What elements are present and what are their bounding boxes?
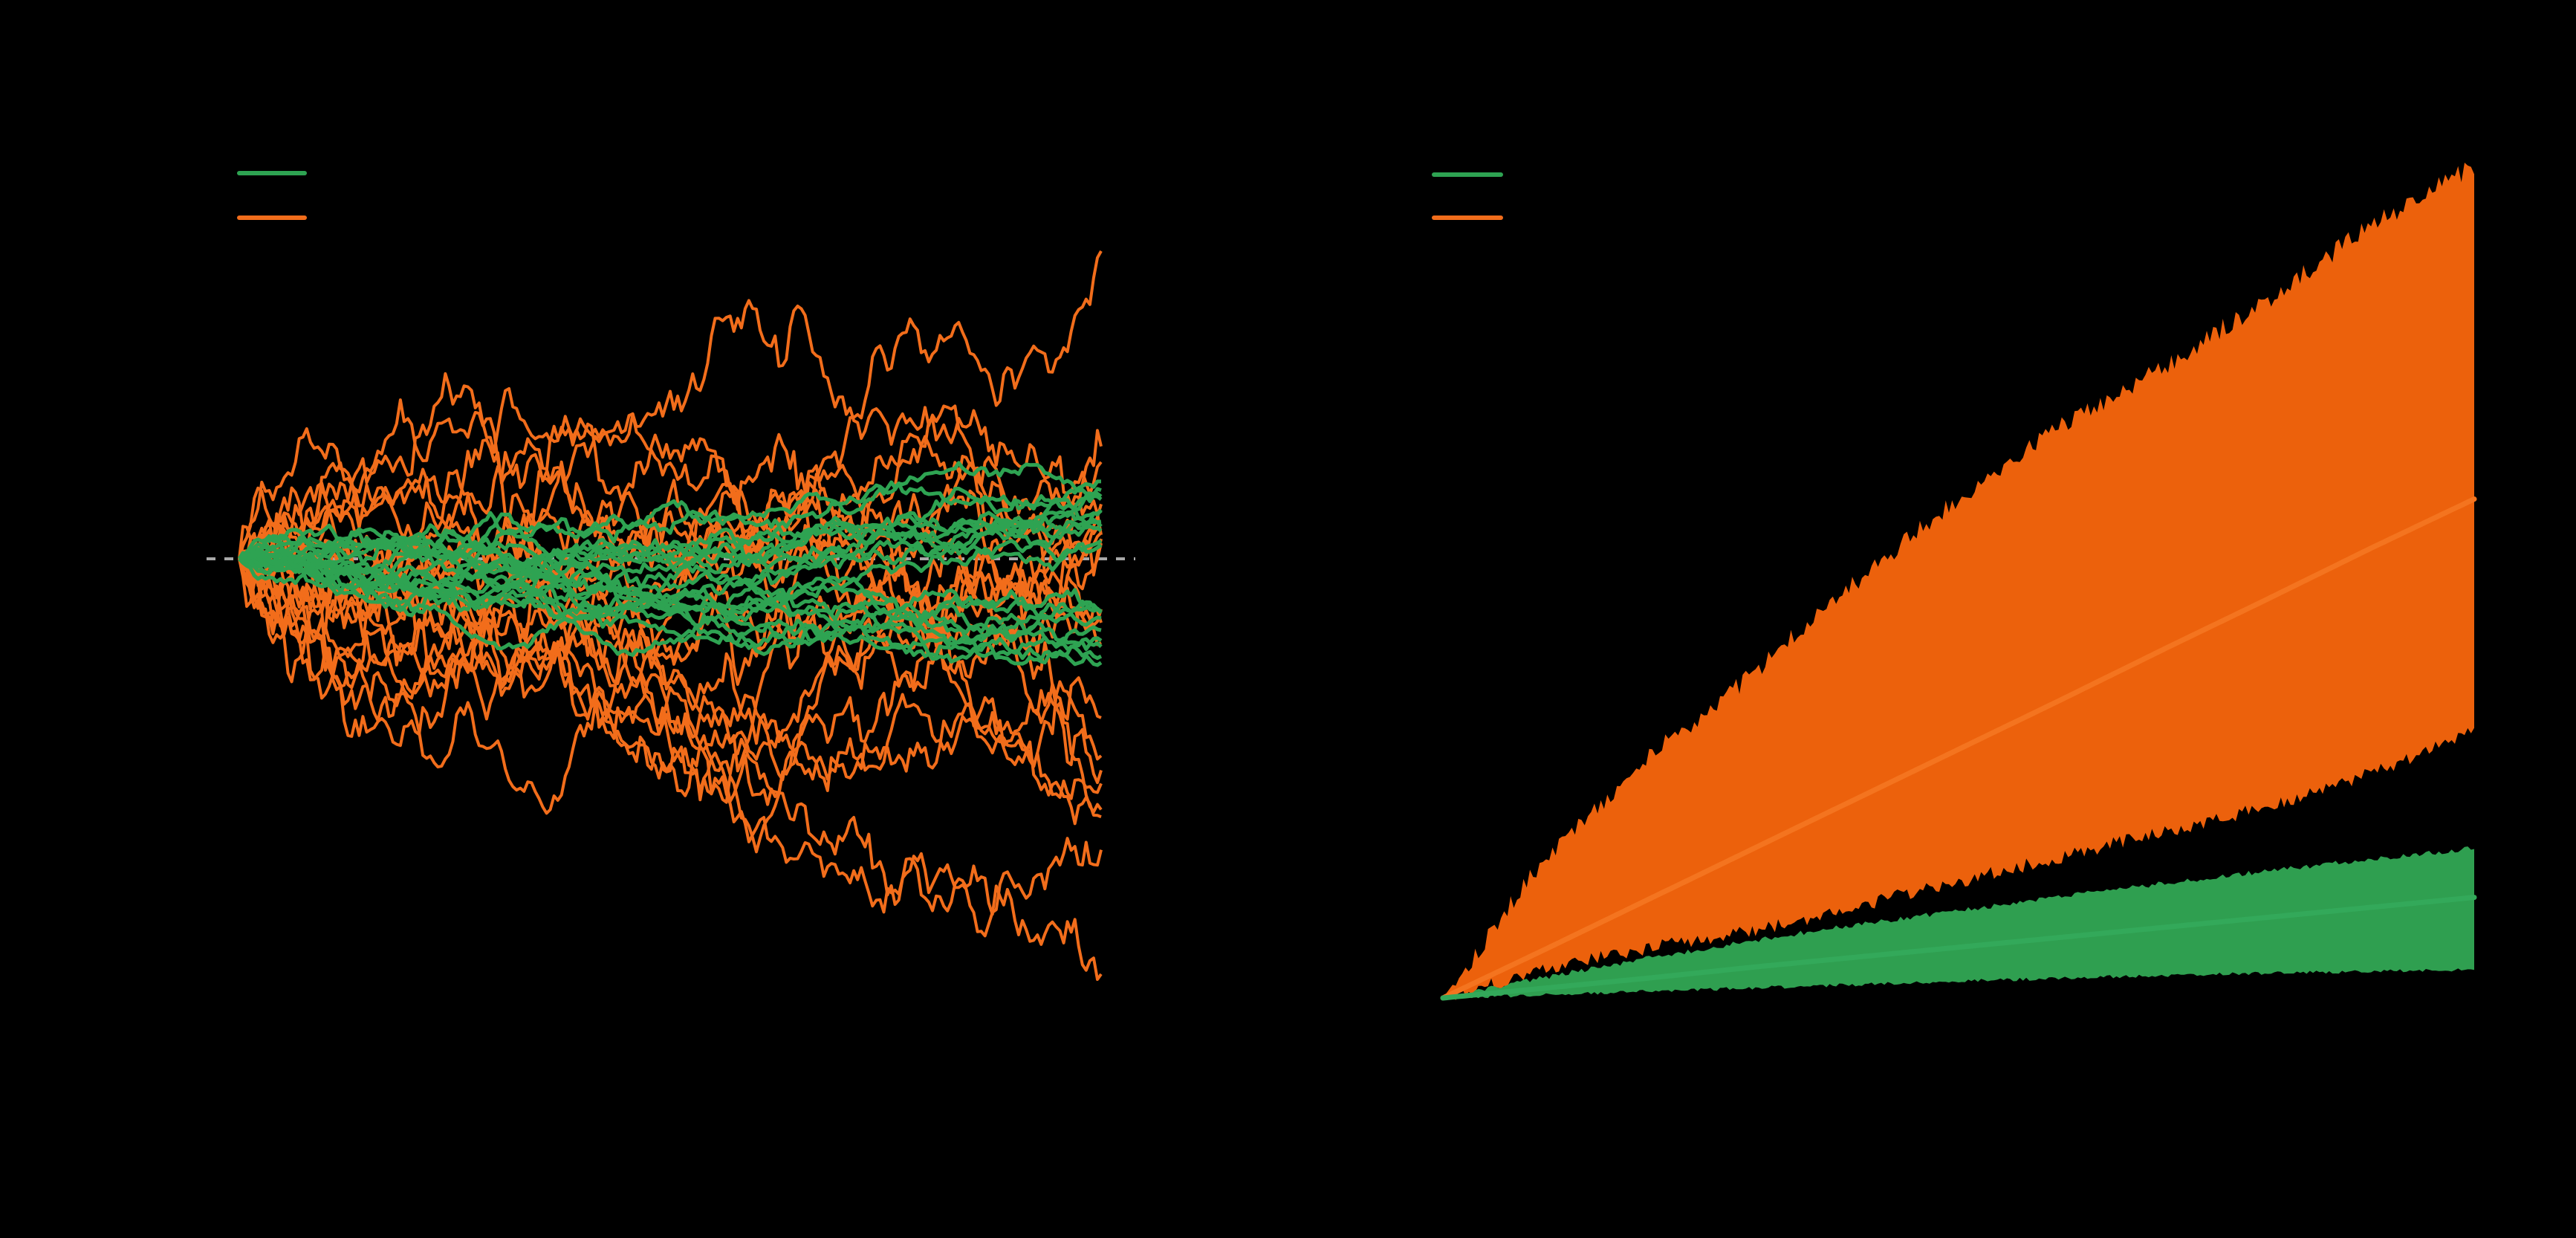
orange-mean-line [1440, 496, 2477, 1001]
orange-path [238, 372, 1103, 768]
green-path [238, 516, 1103, 589]
left-legend [237, 171, 307, 220]
orange-path [238, 487, 1103, 938]
green-path [239, 539, 1103, 615]
orange-path [239, 455, 1103, 691]
green-path [238, 479, 1101, 575]
orange-confidence-band [1443, 162, 2474, 1000]
green-path [238, 508, 1103, 610]
green-mean-line [1440, 895, 2477, 1001]
right-legend [1432, 172, 1503, 220]
green-confidence-band [1443, 846, 2474, 999]
green-path-series [237, 461, 1103, 667]
orange-path [238, 429, 1103, 815]
green-path [239, 511, 1102, 627]
orange-path [238, 299, 1103, 568]
right-panel-confidence-bands [1432, 162, 2477, 1001]
green-path [237, 550, 1103, 667]
orange-path [238, 493, 1103, 785]
orange-path [238, 558, 1102, 826]
orange-path [238, 558, 1103, 981]
green-path [238, 550, 1103, 639]
left-panel-random-walks [207, 171, 1135, 981]
